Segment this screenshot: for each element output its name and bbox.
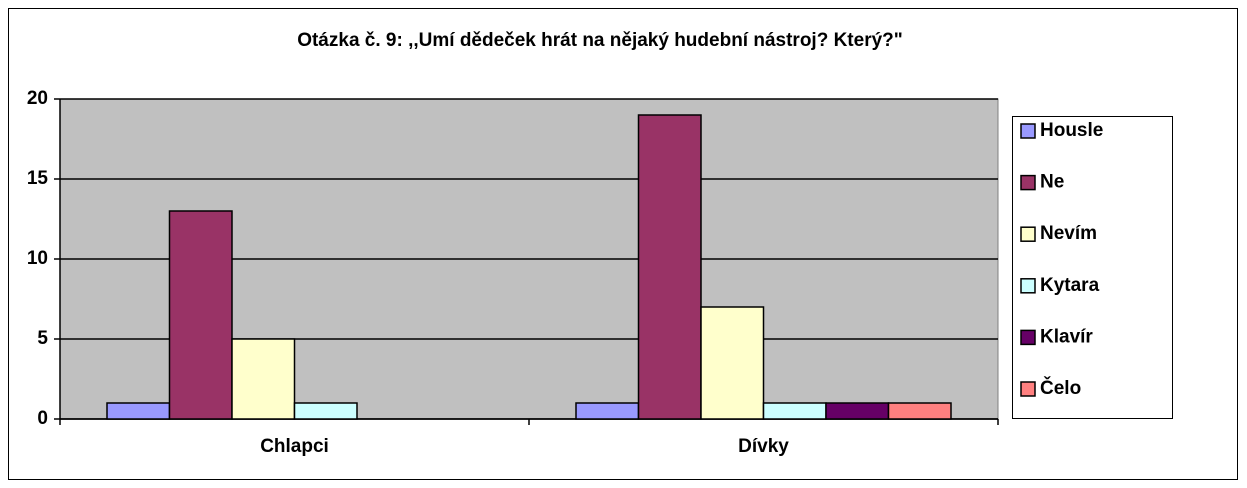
bar (231, 338, 296, 420)
x-tick-label: Dívky (738, 436, 789, 457)
bar (575, 402, 640, 420)
legend-swatch (1020, 381, 1036, 397)
bar (637, 114, 702, 420)
legend-swatch (1020, 174, 1036, 191)
y-tick-label: 15 (27, 168, 49, 189)
legend-label: Čelo (1040, 377, 1081, 399)
legend-box (1012, 116, 1173, 419)
bar (762, 402, 827, 420)
y-tick-label: 10 (27, 248, 48, 269)
chart-title: Otázka č. 9: ,,Umí dědeček hrát na nějak… (297, 30, 903, 51)
y-tick-label: 5 (37, 328, 48, 349)
legend-label: Ne (1040, 172, 1064, 193)
bar (700, 306, 765, 420)
legend-label: Nevím (1040, 223, 1097, 244)
bar (106, 402, 171, 420)
bar (887, 402, 952, 420)
bar (825, 402, 890, 420)
legend-swatch (1020, 123, 1036, 139)
y-tick-label: 20 (27, 88, 48, 109)
legend-swatch (1020, 226, 1036, 242)
bar (168, 210, 233, 420)
x-tick-label: Chlapci (260, 436, 329, 457)
bar (293, 402, 358, 420)
y-tick-label: 0 (37, 408, 48, 429)
legend-swatch (1020, 329, 1036, 346)
legend-label: Klavír (1040, 326, 1093, 347)
legend-swatch (1020, 278, 1036, 294)
legend-label: Kytara (1040, 275, 1100, 296)
legend-label: Housle (1040, 120, 1103, 141)
